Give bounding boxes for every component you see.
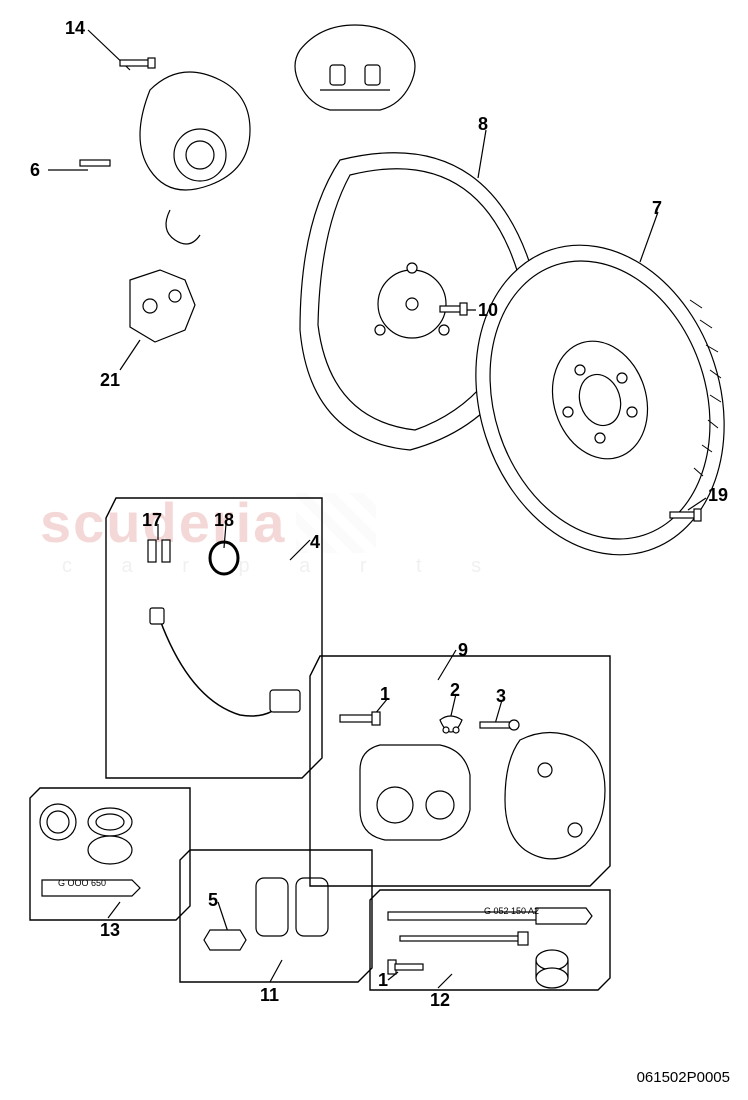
part-label-9: 9 [458, 640, 468, 661]
part-label-10: 10 [478, 300, 498, 321]
exploded-parts-diagram: scuderia c a r p a r t s [0, 0, 748, 1100]
part-label-5: 5 [208, 890, 218, 911]
part-label-7: 7 [652, 198, 662, 219]
part-label-1: 1 [378, 970, 388, 991]
part-label-21: 21 [100, 370, 120, 391]
part-label-14: 14 [65, 18, 85, 39]
part-label-11: 11 [260, 985, 279, 1006]
part-label-2: 2 [450, 680, 460, 701]
part-label-19: 19 [708, 485, 728, 506]
part-label-4: 4 [310, 532, 320, 553]
part-label-13: 13 [100, 920, 120, 941]
grease-tube-1-label: G OOO 650 [58, 878, 106, 888]
part-label-3: 3 [496, 686, 506, 707]
part-label-17: 17 [142, 510, 162, 531]
part-label-18: 18 [214, 510, 234, 531]
part-label-6: 6 [30, 160, 40, 181]
part-label-8: 8 [478, 114, 488, 135]
part-label-1: 1 [380, 684, 390, 705]
grease-tube-2-label: G 052 150 A2 [484, 906, 539, 916]
diagram-reference-code: 061502P0005 [637, 1069, 730, 1086]
part-label-12: 12 [430, 990, 450, 1011]
